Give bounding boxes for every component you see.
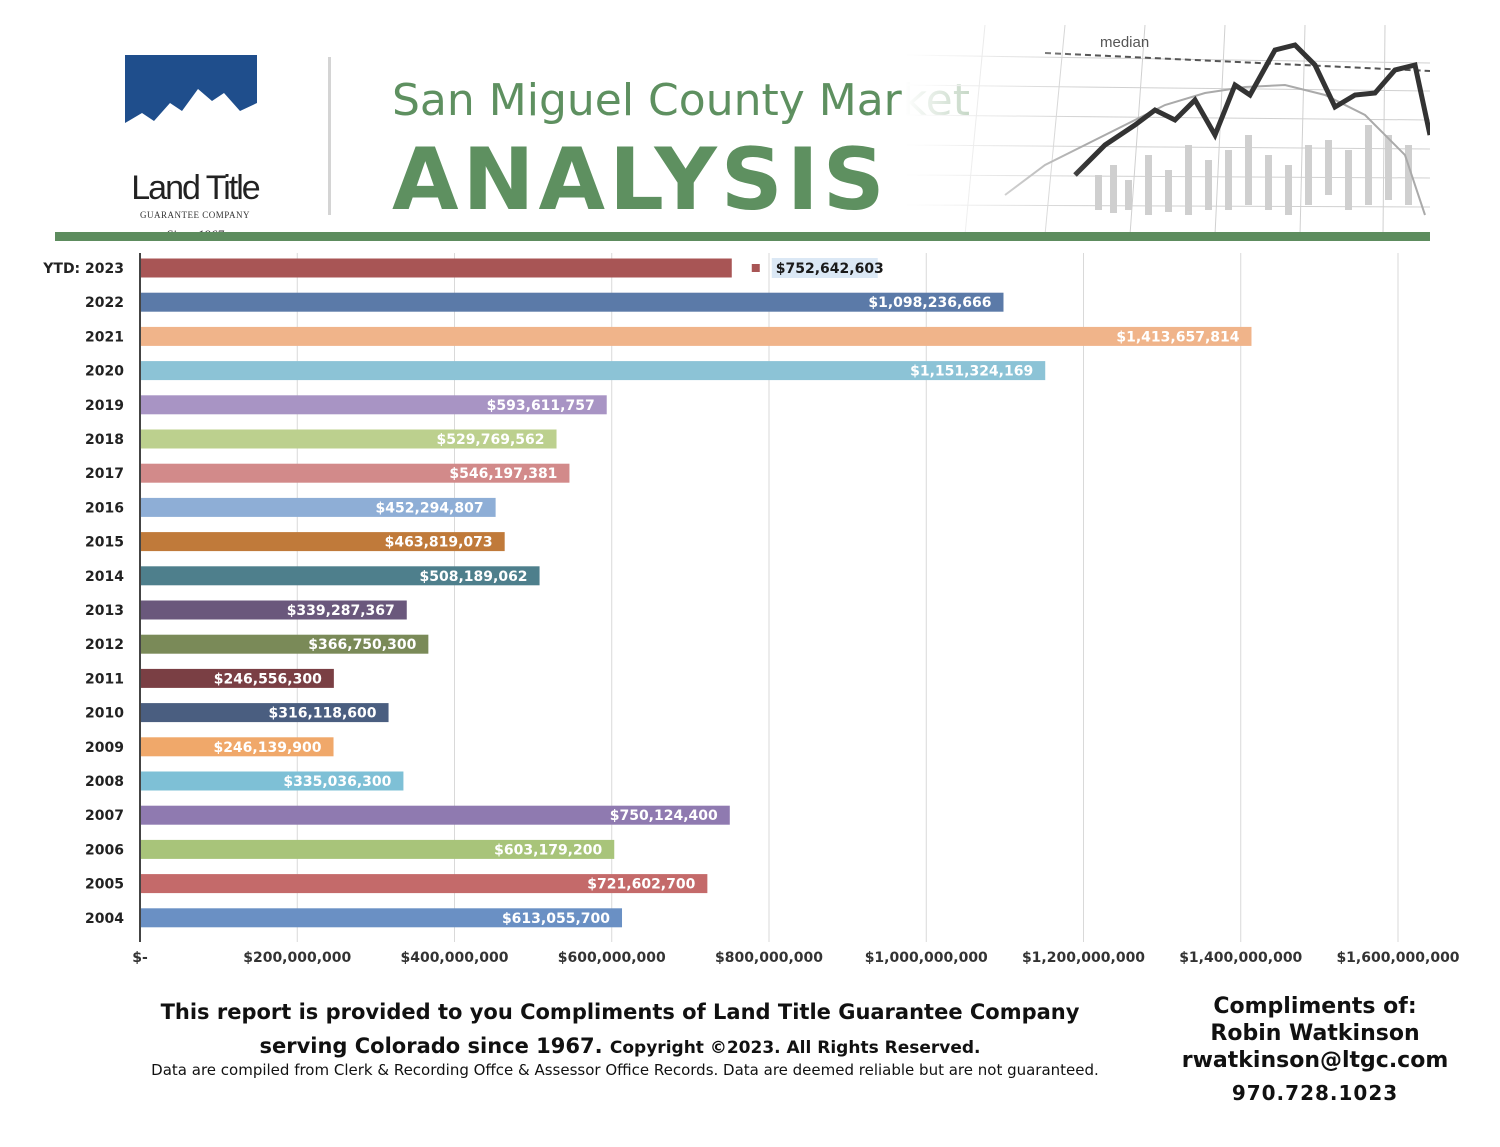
- x-tick-label: $400,000,000: [400, 950, 508, 966]
- logo-wordmark: Land Title: [131, 169, 260, 207]
- category-label: 2009: [85, 740, 124, 756]
- bar-2014: [140, 566, 540, 586]
- bar-2021: [140, 326, 1252, 346]
- company-logo: Land Title GUARANTEE COMPANY — Since 196…: [120, 53, 270, 242]
- bar-value-label: $463,819,073: [385, 535, 493, 551]
- bar-2018: [140, 429, 557, 449]
- category-label: YTD: 2023: [42, 261, 124, 277]
- bar-2020: [140, 361, 1046, 381]
- bar-value-label: $1,151,324,169: [910, 364, 1033, 380]
- category-label: 2019: [85, 398, 124, 414]
- bar-value-label: $339,287,367: [287, 603, 395, 619]
- report-header: Land Title GUARANTEE COMPANY — Since 196…: [55, 25, 1430, 242]
- bar-value-label: $1,413,657,814: [1116, 329, 1239, 345]
- category-label: 2014: [85, 569, 124, 585]
- ytd-legend-marker: [751, 264, 760, 272]
- category-label: 2013: [85, 603, 124, 619]
- mountain-logo-icon: [125, 55, 257, 141]
- bar-value-label: $603,179,200: [494, 842, 602, 858]
- category-label: 2005: [85, 877, 124, 893]
- bar-value-label: $721,602,700: [587, 877, 695, 893]
- contact-phone[interactable]: 970.728.1023: [1231, 1081, 1399, 1105]
- category-label: 2006: [85, 842, 124, 858]
- x-tick-label: $-: [132, 950, 148, 966]
- category-label: 2018: [85, 432, 124, 448]
- category-label: 2010: [85, 706, 124, 722]
- category-label: 2008: [85, 774, 124, 790]
- ytd-label-background: [771, 258, 878, 278]
- page-title: San Miguel County Market: [392, 75, 970, 126]
- page-subtitle: ANALYSIS: [392, 130, 889, 230]
- footer-line2-wrap: serving Colorado since 1967. Copyright ©…: [110, 1029, 1130, 1065]
- footer-credit: This report is provided to you Complimen…: [110, 995, 1130, 1065]
- category-label: 2011: [85, 671, 124, 687]
- bar-value-label: $529,769,562: [436, 432, 544, 448]
- category-label: 2022: [85, 295, 124, 311]
- footer-disclaimer: Data are compiled from Clerk & Recording…: [151, 1061, 1099, 1079]
- bar-value-label: $750,124,400: [610, 808, 718, 824]
- bar-value-label: $546,197,381: [449, 466, 557, 482]
- contact-name: Robin Watkinson: [1210, 1021, 1420, 1046]
- footer-line2: serving Colorado since 1967.: [259, 1034, 603, 1058]
- x-tick-label: $600,000,000: [558, 950, 666, 966]
- footer-line1: This report is provided to you Complimen…: [160, 1000, 1080, 1024]
- contact-heading: Compliments of:: [1213, 994, 1417, 1019]
- category-label: 2004: [85, 911, 124, 927]
- x-tick-label: $1,200,000,000: [1022, 950, 1145, 966]
- x-tick-label: $1,400,000,000: [1179, 950, 1302, 966]
- bar-2008: [140, 771, 404, 791]
- bar-2016: [140, 497, 496, 517]
- category-label: 2017: [85, 466, 124, 482]
- bar-2005: [140, 874, 708, 894]
- category-label: 2021: [85, 329, 124, 345]
- category-label: 2012: [85, 637, 124, 653]
- category-label: 2016: [85, 500, 124, 516]
- bar-2009: [140, 737, 334, 757]
- header-divider: [328, 57, 331, 215]
- category-label: 2020: [85, 364, 124, 380]
- bar-value-label: $752,642,603: [776, 261, 884, 277]
- bar-2011: [140, 668, 334, 688]
- bar-value-label: $246,556,300: [214, 671, 322, 687]
- contact-card: Compliments of: Robin Watkinson rwatkins…: [1165, 993, 1465, 1107]
- bar-value-label: $1,098,236,666: [868, 295, 991, 311]
- bar-2013: [140, 600, 407, 620]
- x-tick-label: $1,000,000,000: [865, 950, 988, 966]
- bar-value-label: $366,750,300: [308, 637, 416, 653]
- bar-2006: [140, 839, 615, 859]
- bar-2022: [140, 292, 1004, 312]
- bar-value-label: $452,294,807: [376, 500, 484, 516]
- contact-email[interactable]: rwatkinson@ltgc.com: [1181, 1048, 1449, 1073]
- category-label: 2007: [85, 808, 124, 824]
- bar-value-label: $593,611,757: [487, 398, 595, 414]
- bar-2007: [140, 805, 730, 825]
- sales-volume-bar-chart: $752,642,603 $1,098,236,666 $1,413,657,814…: [42, 253, 1460, 966]
- bar-value-label: $508,189,062: [420, 569, 528, 585]
- footer-copyright: Copyright ©2023. All Rights Reserved.: [609, 1038, 981, 1058]
- x-tick-label: $200,000,000: [243, 950, 351, 966]
- category-label: 2015: [85, 535, 124, 551]
- bar-2012: [140, 634, 429, 654]
- bar-2015: [140, 532, 505, 552]
- bar-value-label: $335,036,300: [283, 774, 391, 790]
- header-rule: [55, 232, 1430, 241]
- bar-ytd-2023: [140, 258, 732, 278]
- bar-2010: [140, 703, 389, 723]
- bar-value-label: $316,118,600: [268, 706, 376, 722]
- bar-value-label: $613,055,700: [502, 911, 610, 927]
- x-tick-label: $800,000,000: [715, 950, 823, 966]
- decorative-stock-chart: median: [905, 25, 1430, 235]
- bar-2017: [140, 463, 570, 483]
- bar-2004: [140, 908, 623, 928]
- bar-value-label: $246,139,900: [213, 740, 321, 756]
- bar-2019: [140, 395, 607, 415]
- logo-subtitle: GUARANTEE COMPANY: [140, 210, 250, 220]
- x-tick-label: $1,600,000,000: [1336, 950, 1459, 966]
